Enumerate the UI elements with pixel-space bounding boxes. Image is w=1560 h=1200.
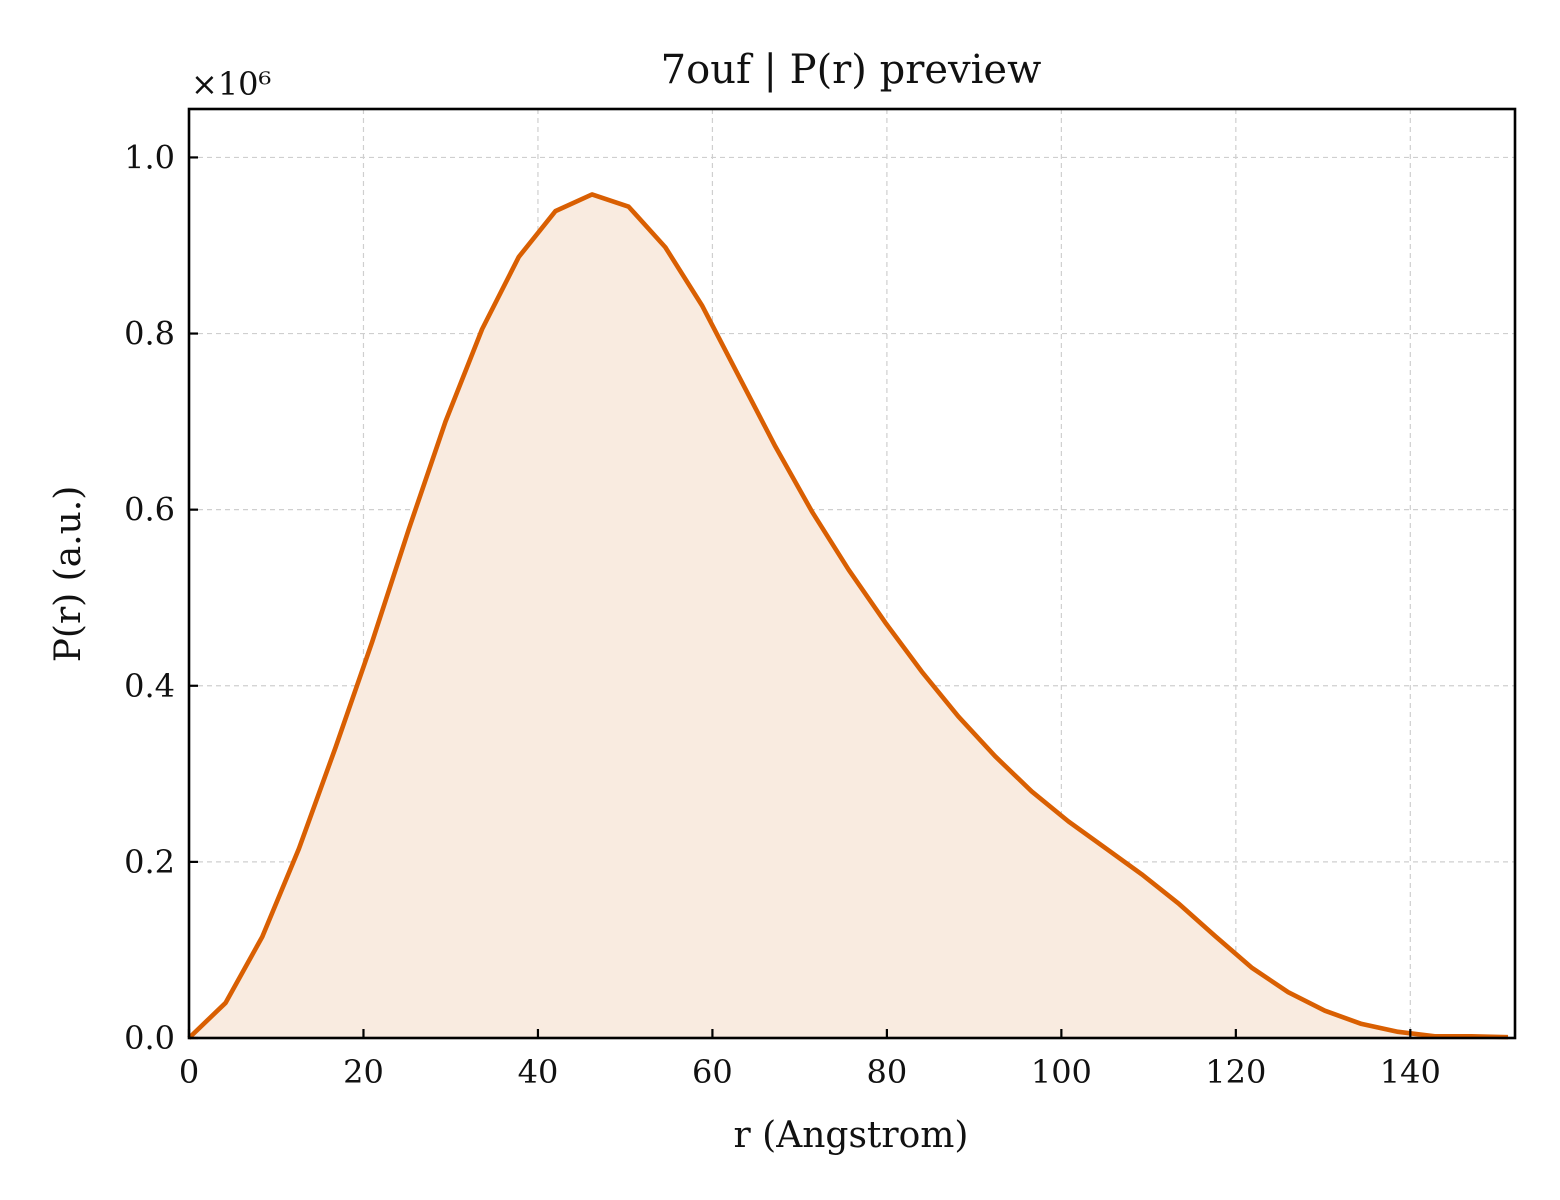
pr-area-fill: [189, 194, 1509, 1039]
x-tick-label: 80: [867, 1053, 908, 1091]
y-tick-label: 0.8: [124, 315, 175, 353]
y-tick-label: 0.6: [124, 491, 175, 529]
x-tick-label: 140: [1380, 1053, 1441, 1091]
x-tick-label: 0: [179, 1053, 199, 1091]
chart-title: 7ouf | P(r) preview: [661, 47, 1042, 93]
data-points: [188, 194, 1509, 1039]
x-tick-label: 60: [692, 1053, 733, 1091]
axis-ticks: 0 20 40 60 80 100 120 140 0.0 0.2 0.4 0.6 0.8 1.0: [124, 138, 1441, 1091]
x-tick-label: 20: [343, 1053, 384, 1091]
y-tick-label: 0.4: [124, 667, 175, 705]
x-axis-title: r (Angstrom): [734, 1115, 969, 1156]
x-tick-label: 120: [1205, 1053, 1266, 1091]
y-tick-label: 1.0: [124, 138, 175, 176]
x-tick-label: 40: [518, 1053, 559, 1091]
y-tick-label: 0.2: [124, 843, 175, 881]
y-multiplier-label: ×10⁶: [191, 65, 271, 103]
y-axis-title: P(r) (a.u.): [48, 486, 89, 663]
plot-frame: [187, 107, 1517, 1040]
x-tick-label: 100: [1031, 1053, 1092, 1091]
y-tick-label: 0.0: [124, 1019, 175, 1057]
